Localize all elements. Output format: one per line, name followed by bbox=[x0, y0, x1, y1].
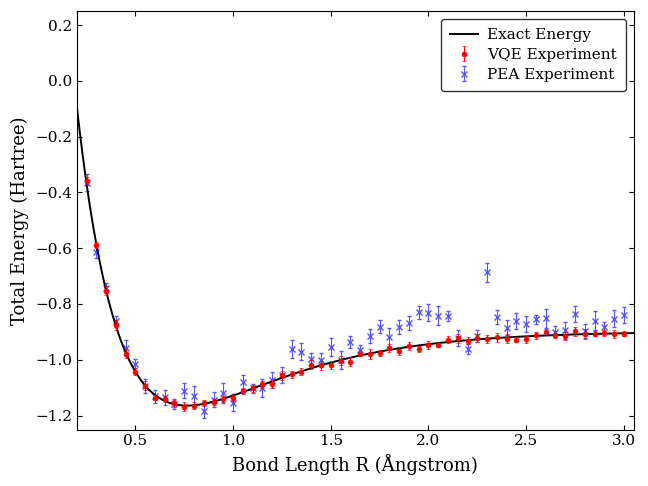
X-axis label: Bond Length R (Ångstrom): Bond Length R (Ångstrom) bbox=[232, 454, 478, 475]
Exact Energy bbox=[428, 341, 436, 347]
Exact Energy bbox=[411, 343, 419, 349]
Exact Energy bbox=[397, 345, 405, 351]
Exact Energy bbox=[73, 103, 80, 109]
Exact Energy bbox=[630, 330, 638, 336]
Exact Energy bbox=[553, 332, 561, 338]
Exact Energy bbox=[183, 403, 191, 409]
Y-axis label: Total Energy (Hartree): Total Energy (Hartree) bbox=[11, 116, 29, 325]
Exact Energy bbox=[496, 335, 503, 341]
Line: Exact Energy: Exact Energy bbox=[76, 106, 634, 406]
Legend: Exact Energy, VQE Experiment, PEA Experiment: Exact Energy, VQE Experiment, PEA Experi… bbox=[441, 19, 626, 91]
Exact Energy bbox=[107, 306, 115, 312]
